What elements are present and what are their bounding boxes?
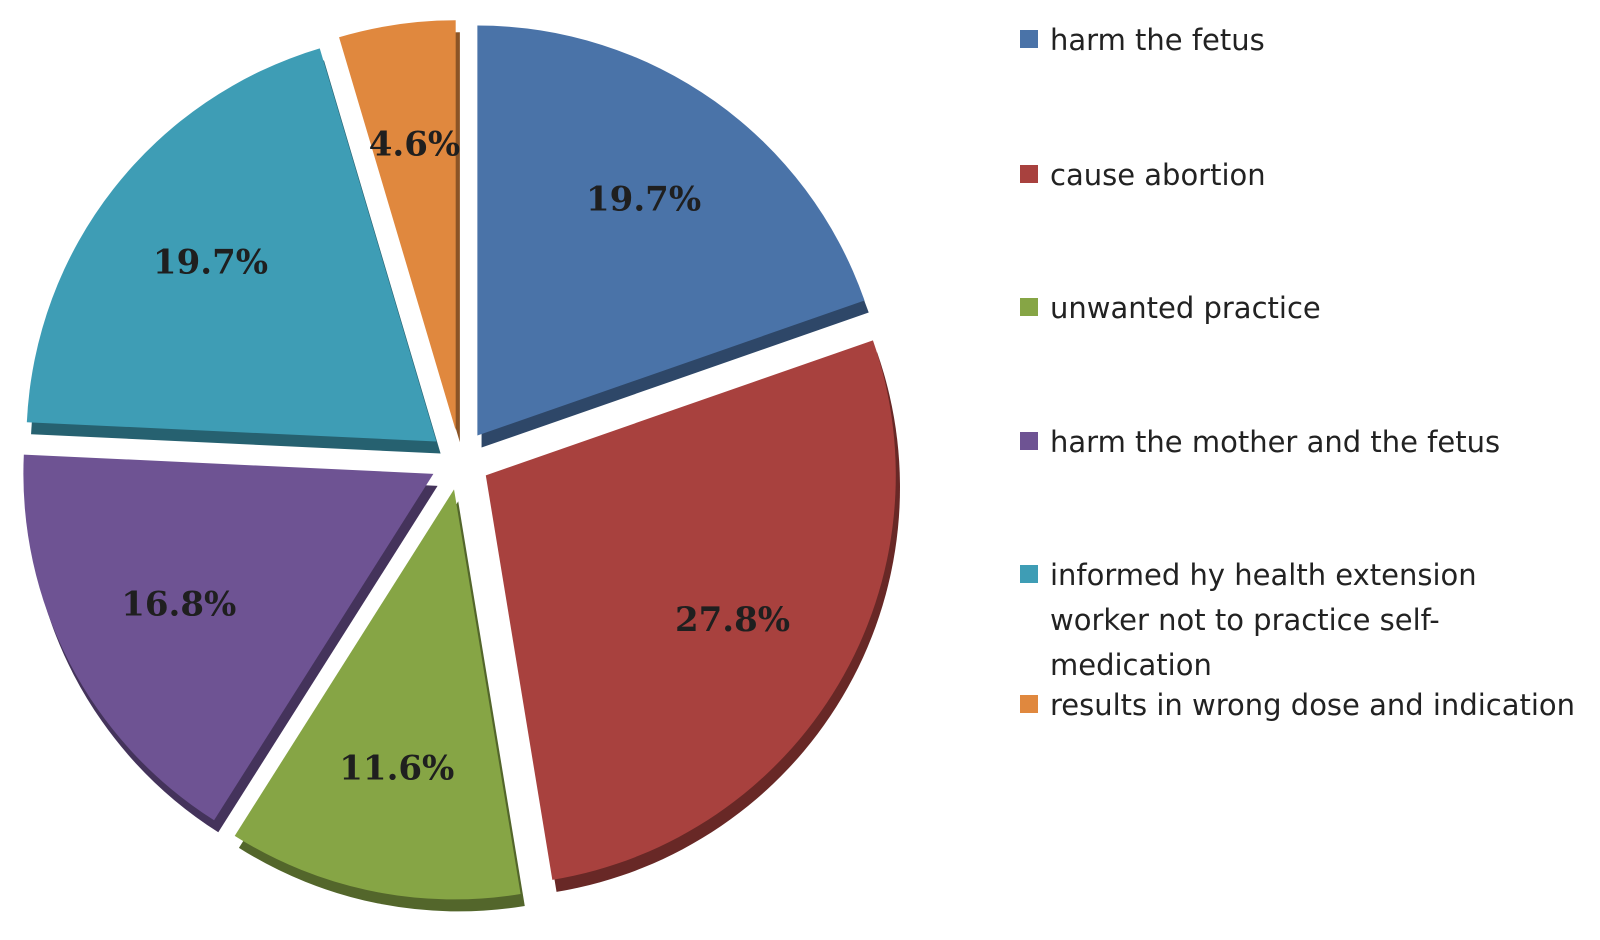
legend-swatch xyxy=(1020,432,1038,450)
legend-swatch xyxy=(1020,565,1038,583)
pie-slice-informed-hy-health-extension-worker-not-to-practice-self-medication xyxy=(26,48,441,454)
pie-data-labels: 19.7% 27.8% 11.6% 16.8% 19.7% 4.6% xyxy=(121,124,790,788)
data-label-unwanted-practice: 11.6% xyxy=(339,749,454,789)
legend-swatch xyxy=(1020,165,1038,183)
legend-item-cause-abortion: cause abortion xyxy=(1020,158,1266,192)
pie-slice-face xyxy=(234,489,521,900)
data-label-results-in-wrong-dose-and-indication: 4.6% xyxy=(369,124,460,164)
legend-label: informed hy health extension worker not t… xyxy=(1050,558,1477,682)
pie-slice-cause-abortion xyxy=(485,340,900,892)
pie-slice-face xyxy=(485,340,896,880)
legend-item-results-in-wrong-dose-and-indication: results in wrong dose and indication xyxy=(1020,688,1575,722)
data-label-cause-abortion: 27.8% xyxy=(675,600,790,640)
legend-label: harm the fetus xyxy=(1050,23,1265,57)
legend-label: cause abortion xyxy=(1050,158,1266,192)
legend-item-harm-the-fetus: harm the fetus xyxy=(1020,23,1265,57)
pie-slice-unwanted-practice xyxy=(234,489,525,912)
data-label-harm-the-fetus: 19.7% xyxy=(586,180,701,220)
legend-label: results in wrong dose and indication xyxy=(1050,688,1575,722)
pie-slices xyxy=(23,20,900,912)
data-label-informed-hy-health-extension-worker-not-to-practice-self-medication: 19.7% xyxy=(153,242,268,282)
pie-slice-face xyxy=(23,454,434,821)
legend-item-unwanted-practice: unwanted practice xyxy=(1020,291,1321,325)
legend-label: unwanted practice xyxy=(1050,291,1321,325)
legend-swatch xyxy=(1020,695,1038,713)
legend: harm the fetus cause abortion unwanted pra… xyxy=(1020,23,1575,722)
data-label-harm-the-mother-and-the-fetus: 16.8% xyxy=(121,584,236,624)
pie-slice-results-in-wrong-dose-and-indication xyxy=(339,20,460,443)
pie-slice-face xyxy=(26,48,437,442)
pie-slice-harm-the-mother-and-the-fetus xyxy=(23,454,438,833)
pie-slice-face xyxy=(339,20,456,431)
legend-item-informed-hy-health-extension-worker-not-to-practice-self-medication: informed hy health extension worker not t… xyxy=(1020,558,1477,682)
legend-swatch xyxy=(1020,298,1038,316)
legend-label: harm the mother and the fetus xyxy=(1050,425,1500,459)
legend-swatch xyxy=(1020,30,1038,48)
pie-slice-face xyxy=(477,25,865,436)
pie-slice-harm-the-fetus xyxy=(477,25,869,448)
legend-item-harm-the-mother-and-the-fetus: harm the mother and the fetus xyxy=(1020,425,1500,459)
